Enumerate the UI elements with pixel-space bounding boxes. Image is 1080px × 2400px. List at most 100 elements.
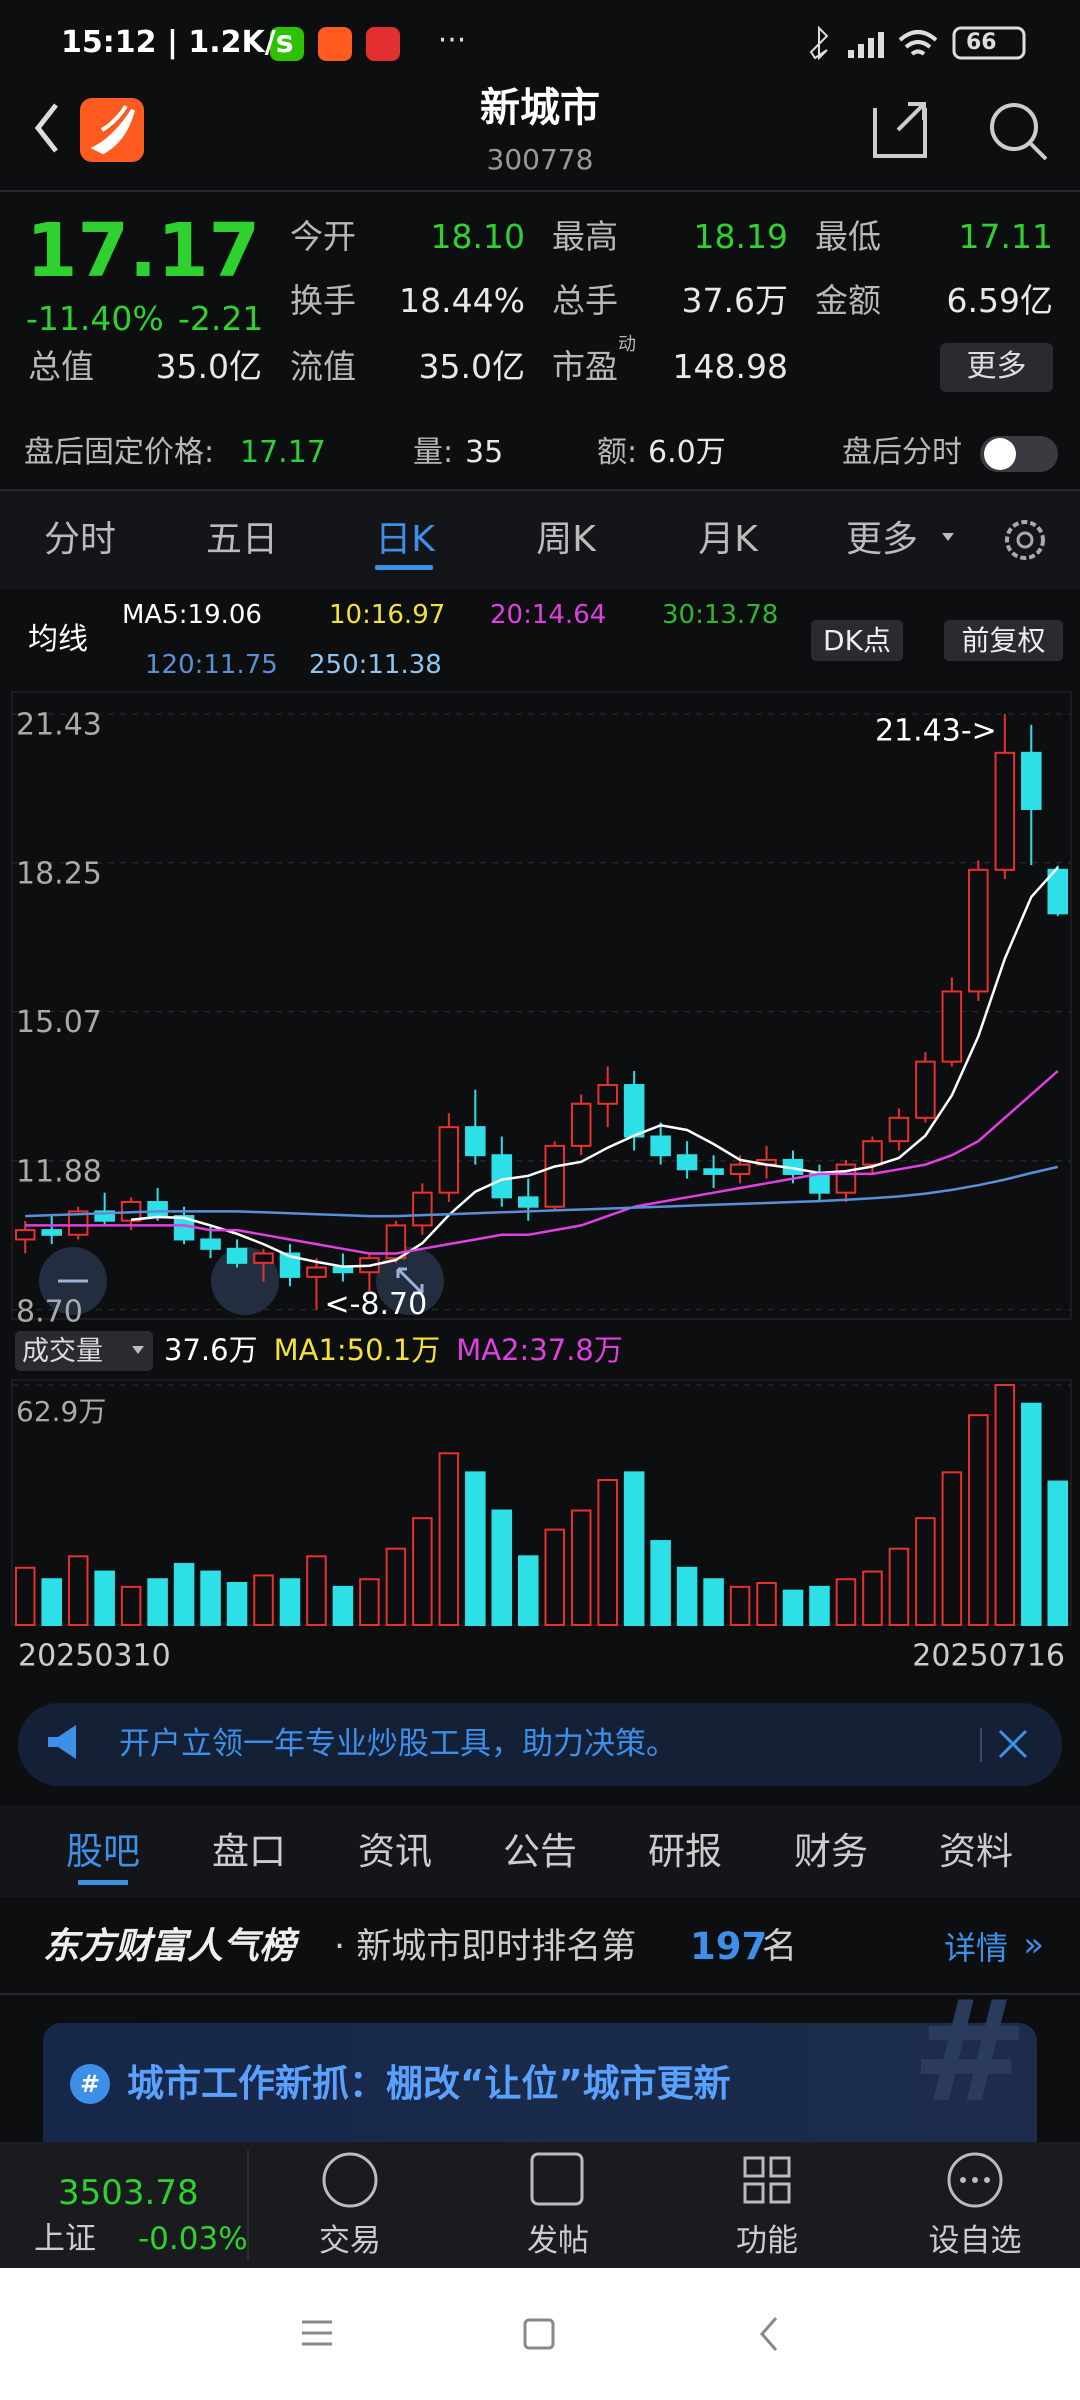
- volume-bar: [41, 1578, 62, 1626]
- max-annotation: 21.43->: [875, 713, 997, 748]
- volume-bar: [544, 1528, 566, 1626]
- period-tab[interactable]: 周K: [536, 519, 596, 560]
- content-tab[interactable]: 研报: [648, 1830, 722, 1873]
- ma-line: [25, 1165, 1059, 1218]
- volume-bar: [1021, 1402, 1042, 1626]
- bottom-item[interactable]: 发帖: [527, 2223, 589, 2259]
- volume-bar: [835, 1578, 857, 1626]
- candle-body: [517, 1196, 539, 1208]
- volume-bar: [517, 1555, 539, 1627]
- candle-body: [1021, 751, 1042, 810]
- topic-card[interactable]: [43, 2023, 1037, 2173]
- candle-body: [14, 1229, 36, 1241]
- content-tab[interactable]: 财务: [794, 1830, 868, 1873]
- change-pct: -11.40%: [26, 299, 164, 338]
- candle-body: [306, 1266, 327, 1278]
- field-value: 18.19: [693, 217, 788, 256]
- volume-bar: [888, 1547, 910, 1626]
- field-label: 今开: [290, 217, 356, 256]
- x-tick-label: 20250310: [18, 1639, 171, 1674]
- chart-frame: [11, 691, 1072, 1320]
- ma-item: 250:11.38: [309, 650, 442, 680]
- ma-item: 30:13.78: [662, 600, 779, 630]
- candle-body: [597, 1084, 618, 1105]
- candle-body: [570, 1102, 592, 1147]
- search-button[interactable]: [990, 103, 1038, 151]
- candle-body: [94, 1210, 115, 1222]
- zoom-in-button[interactable]: [211, 1247, 279, 1315]
- ad-banner[interactable]: [18, 1703, 1062, 1786]
- notification-icon: [318, 27, 352, 61]
- candle-body: [279, 1252, 301, 1278]
- ranking-link[interactable]: 详情: [943, 1929, 1008, 1967]
- candle-body: [41, 1229, 62, 1236]
- volume-legend: 37.6万: [164, 1333, 258, 1367]
- nav-back[interactable]: [760, 2317, 778, 2351]
- candle-body: [438, 1126, 460, 1194]
- volume-selector-label[interactable]: 成交量: [22, 1336, 103, 1367]
- icon: [947, 2152, 1003, 2208]
- field-label: 换手: [290, 281, 356, 320]
- stock-name: 新城市: [480, 85, 600, 131]
- nav-menu[interactable]: [302, 2320, 332, 2346]
- content-tab-active[interactable]: 股吧: [66, 1830, 140, 1873]
- content-tab[interactable]: 公告: [503, 1830, 577, 1873]
- wifi-icon: [898, 30, 938, 56]
- tab-bg: [0, 1805, 1080, 1897]
- volume-legend: MA2:37.8万: [456, 1333, 623, 1367]
- share-button[interactable]: [873, 102, 927, 158]
- ranking-text: · 新城市即时排名第: [334, 1927, 637, 1967]
- candle-body: [332, 1266, 354, 1274]
- period-tab[interactable]: 月K: [698, 519, 758, 560]
- adjust-button[interactable]: [944, 620, 1063, 661]
- adjust-label[interactable]: 前复权: [961, 624, 1046, 657]
- content-tab[interactable]: 资讯: [358, 1830, 432, 1873]
- ranking-link-arrow[interactable]: »: [1023, 1925, 1044, 1965]
- candle-body: [465, 1126, 486, 1157]
- period-tab[interactable]: 五日: [205, 519, 278, 560]
- candle-body: [200, 1238, 221, 1250]
- bottom-item[interactable]: 交易: [319, 2223, 381, 2259]
- volume-selector[interactable]: [15, 1331, 153, 1371]
- content-tab[interactable]: 资料: [939, 1830, 1013, 1873]
- dk-label[interactable]: DK点: [823, 624, 891, 657]
- bottom-item[interactable]: 设自选: [928, 2223, 1022, 2259]
- back-button[interactable]: [34, 103, 58, 153]
- settings-button[interactable]: [1005, 520, 1045, 560]
- period-tab[interactable]: 更多: [846, 519, 919, 560]
- candle-body: [676, 1154, 698, 1171]
- more-label[interactable]: 更多: [966, 349, 1027, 384]
- candle-body: [67, 1210, 89, 1236]
- field-label: 总值: [28, 347, 94, 386]
- volume-bar: [465, 1471, 486, 1627]
- candle-body: [491, 1154, 513, 1199]
- icon: [132, 1346, 144, 1354]
- field-value: 35.0亿: [418, 347, 525, 386]
- volume-bar: [94, 1570, 115, 1627]
- more-button[interactable]: [940, 343, 1053, 392]
- dk-button[interactable]: [811, 620, 903, 661]
- bottom-item[interactable]: 功能: [736, 2223, 798, 2259]
- topic-title[interactable]: 城市工作新抓：棚改“让位”城市更新: [127, 2062, 731, 2105]
- icon: [322, 2152, 378, 2208]
- volume-bar: [650, 1540, 671, 1627]
- content-tab[interactable]: 盘口: [212, 1830, 286, 1873]
- field-value: 6.59亿: [946, 281, 1053, 320]
- close-ad[interactable]: [998, 1729, 1028, 1759]
- candle-body: [994, 751, 1016, 871]
- period-tab[interactable]: 分时: [43, 519, 116, 560]
- field-value: 18.44%: [399, 281, 525, 320]
- period-tab-active[interactable]: 日K: [375, 519, 435, 560]
- ranking-brand: 东方财富人气榜: [43, 1926, 296, 1967]
- volume-bar: [200, 1570, 221, 1627]
- candle-body: [941, 990, 963, 1063]
- volume-bar: [782, 1589, 804, 1627]
- after-hours-toggle-label: 盘后分时: [842, 435, 962, 470]
- more-notifications: ···: [438, 23, 467, 58]
- min-annotation: <-8.70: [324, 1287, 427, 1322]
- after-hours-label: 盘后固定价格:: [24, 435, 215, 470]
- ad-text[interactable]: 开户立领一年专业炒股工具，助力决策。: [119, 1726, 677, 1762]
- nav-home[interactable]: [523, 2318, 555, 2350]
- icon: [960, 2177, 966, 2183]
- icon: [70, 2064, 110, 2104]
